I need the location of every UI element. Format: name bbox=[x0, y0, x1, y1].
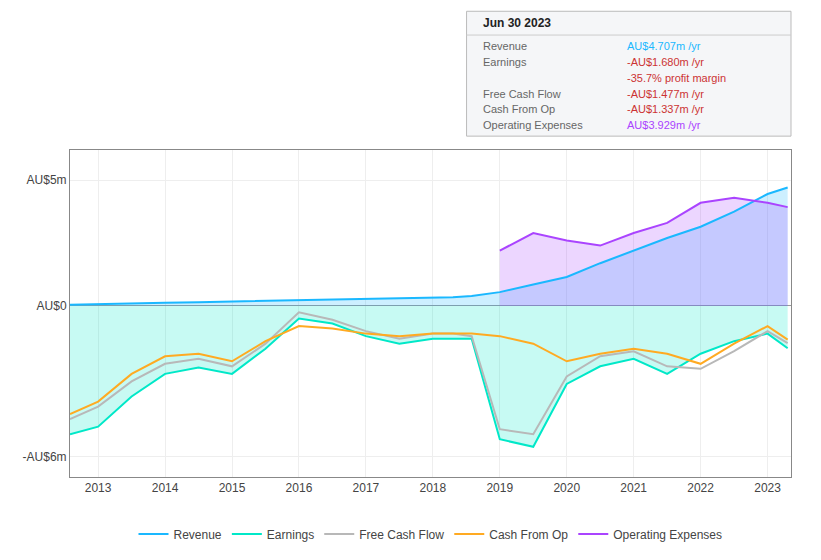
svg-text:-35.7% profit margin: -35.7% profit margin bbox=[627, 72, 726, 84]
svg-text:Revenue: Revenue bbox=[483, 40, 527, 52]
svg-text:-AU$1.477m /yr: -AU$1.477m /yr bbox=[627, 88, 704, 100]
svg-text:Cash From Op: Cash From Op bbox=[489, 528, 568, 542]
svg-text:2015: 2015 bbox=[219, 481, 246, 495]
svg-text:Jun 30 2023: Jun 30 2023 bbox=[483, 16, 551, 30]
svg-text:AU$5m: AU$5m bbox=[27, 173, 67, 187]
svg-text:2018: 2018 bbox=[419, 481, 446, 495]
svg-text:Cash From Op: Cash From Op bbox=[483, 103, 555, 115]
svg-text:2017: 2017 bbox=[353, 481, 380, 495]
svg-text:AU$4.707m /yr: AU$4.707m /yr bbox=[627, 40, 701, 52]
svg-text:-AU$1.680m /yr: -AU$1.680m /yr bbox=[627, 56, 704, 68]
svg-text:2023: 2023 bbox=[754, 481, 781, 495]
svg-text:Revenue: Revenue bbox=[174, 528, 222, 542]
svg-text:-AU$1.337m /yr: -AU$1.337m /yr bbox=[627, 103, 704, 115]
svg-text:2022: 2022 bbox=[687, 481, 714, 495]
svg-text:2019: 2019 bbox=[486, 481, 513, 495]
svg-text:2014: 2014 bbox=[152, 481, 179, 495]
svg-text:Free Cash Flow: Free Cash Flow bbox=[359, 528, 444, 542]
svg-text:2016: 2016 bbox=[286, 481, 313, 495]
svg-text:Earnings: Earnings bbox=[483, 56, 527, 68]
svg-text:AU$3.929m /yr: AU$3.929m /yr bbox=[627, 119, 701, 131]
svg-text:Operating Expenses: Operating Expenses bbox=[613, 528, 722, 542]
svg-text:Earnings: Earnings bbox=[267, 528, 314, 542]
svg-text:Free Cash Flow: Free Cash Flow bbox=[483, 88, 561, 100]
svg-text:-AU$6m: -AU$6m bbox=[23, 450, 67, 464]
svg-text:2020: 2020 bbox=[553, 481, 580, 495]
svg-text:AU$0: AU$0 bbox=[37, 299, 67, 313]
svg-text:2013: 2013 bbox=[85, 481, 112, 495]
svg-text:2021: 2021 bbox=[620, 481, 647, 495]
svg-text:Operating Expenses: Operating Expenses bbox=[483, 119, 583, 131]
